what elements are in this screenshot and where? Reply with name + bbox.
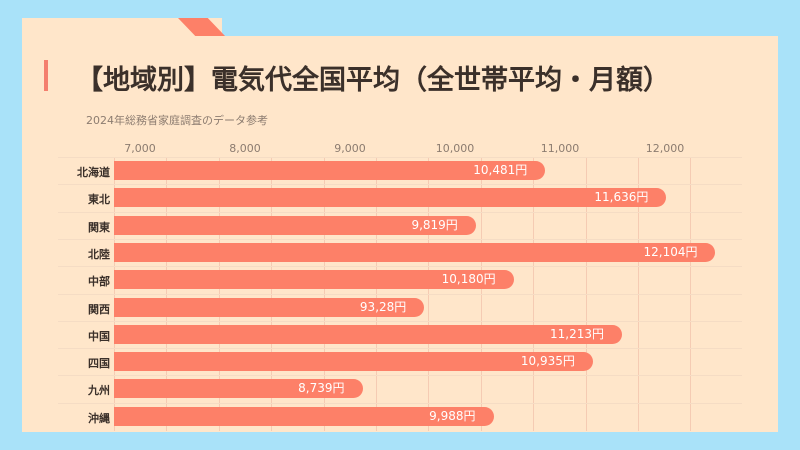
data-bar: 8,739円: [114, 379, 363, 399]
category-label: 東北: [88, 193, 110, 207]
x-tick-label: 10,000: [435, 142, 475, 155]
grid-line-horizontal: [58, 157, 742, 158]
grid-line-horizontal: [58, 375, 742, 377]
x-tick-label: 12,000: [645, 142, 685, 155]
category-label: 中国: [88, 329, 110, 343]
grid-line-horizontal: [58, 238, 742, 240]
chart-title: 【地域別】電気代全国平均（全世帯平均・月額）: [76, 65, 670, 96]
category-label: 中部: [88, 275, 110, 289]
category-label: 四国: [88, 357, 110, 371]
category-label: 沖縄: [88, 411, 110, 425]
bar-value-label: 11,213円: [550, 326, 605, 341]
category-label: 九州: [88, 384, 110, 398]
data-bar: 10,180円: [114, 270, 514, 290]
x-tick-label: 11,000: [540, 142, 580, 155]
data-bar: 11,213円: [114, 324, 623, 344]
bar-value-label: 12,104円: [643, 244, 698, 259]
x-tick-label: 7,000: [124, 142, 156, 155]
grid-line-horizontal: [58, 348, 742, 350]
bar-value-label: 11,636円: [594, 190, 649, 205]
x-tick-label: 9,000: [334, 142, 366, 155]
grid-line-horizontal: [58, 293, 742, 295]
data-bar: 93,28円: [114, 297, 425, 317]
category-label: 北陸: [88, 247, 110, 261]
title-accent-bar: [44, 60, 48, 91]
data-bar: 12,104円: [114, 242, 716, 262]
grid-line-horizontal: [58, 402, 742, 404]
bar-value-label: 9,988円: [429, 408, 476, 423]
data-bar: 10,481円: [114, 161, 546, 180]
category-label: 関東: [88, 220, 110, 234]
data-bar: 9,819円: [114, 215, 476, 235]
grid-line-horizontal: [58, 266, 742, 268]
grid-line-horizontal: [58, 211, 742, 213]
bar-value-label: 10,935円: [520, 354, 575, 369]
data-bar: 9,988円: [114, 406, 494, 426]
data-bar: 10,935円: [114, 352, 593, 372]
data-bar: 11,636円: [114, 188, 667, 208]
bar-value-label: 93,28円: [359, 299, 407, 314]
x-tick-label: 8,000: [229, 142, 261, 155]
category-label: 関西: [88, 302, 110, 316]
grid-line-horizontal: [58, 184, 742, 186]
bar-value-label: 8,739円: [298, 381, 345, 396]
grid-line-horizontal: [58, 320, 742, 322]
bar-value-label: 10,481円: [473, 163, 528, 177]
bar-value-label: 9,819円: [411, 217, 458, 232]
bar-value-label: 10,180円: [441, 272, 496, 287]
chart-subtitle: 2024年総務省家庭調査のデータ参考: [86, 114, 268, 127]
category-label: 北海道: [77, 166, 110, 179]
